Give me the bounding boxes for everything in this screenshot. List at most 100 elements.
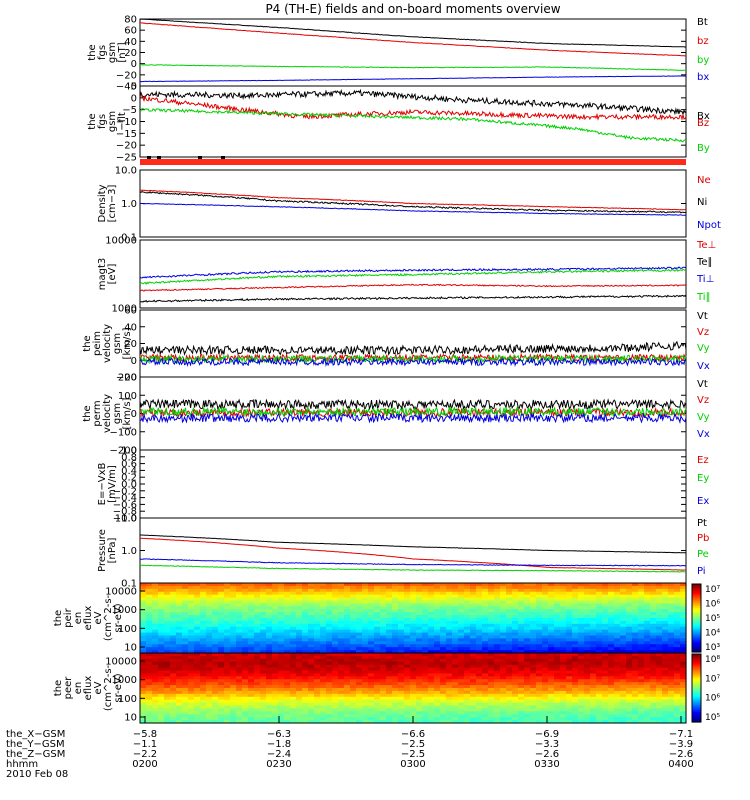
spectrogram-cell — [410, 609, 417, 613]
spectrogram-cell — [638, 693, 645, 698]
spectrogram-cell — [272, 702, 279, 707]
spectrogram-cell — [530, 632, 537, 637]
spectrogram-cell — [344, 688, 351, 692]
spectrogram-cell — [224, 682, 231, 686]
spectrogram-cell — [242, 632, 249, 637]
spectrogram-cell — [338, 717, 345, 721]
spectrogram-cell — [632, 667, 639, 672]
spectrogram-cell — [602, 629, 609, 634]
spectrogram-cell — [248, 629, 255, 634]
spectrogram-cell — [182, 644, 189, 648]
spectrogram-cell — [416, 670, 423, 675]
spectrogram-cell — [146, 705, 153, 710]
spectrogram-cell — [194, 693, 201, 698]
spectrogram-cell — [356, 661, 363, 666]
spectrogram-cell — [626, 714, 633, 718]
spectrogram-cell — [152, 597, 159, 602]
spectrogram-cell — [416, 629, 423, 634]
spectrogram-cell — [188, 664, 195, 669]
spectrogram-cell — [212, 685, 219, 689]
spectrogram-cell — [536, 609, 543, 613]
spectrogram-cell — [248, 635, 255, 640]
spectrogram-cell — [530, 612, 537, 616]
spectrogram-cell — [680, 673, 687, 677]
spectrogram-cell — [620, 705, 627, 710]
spectrogram-cell — [248, 594, 255, 599]
y-tick-label: 0.2 — [121, 473, 137, 484]
spectrogram-cell — [224, 699, 231, 704]
spectrogram-cell — [578, 688, 585, 692]
spectrogram-cell — [416, 690, 423, 695]
spectrogram-cell — [404, 597, 411, 602]
spectrogram-cell — [290, 626, 297, 631]
spectrogram-cell — [572, 676, 579, 680]
spectrogram-cell — [482, 711, 489, 715]
spectrogram-cell — [452, 679, 459, 683]
spectrogram-cell — [626, 667, 633, 672]
spectrogram-cell — [536, 623, 543, 628]
spectrogram-cell — [236, 667, 243, 672]
spectrogram-cell — [410, 615, 417, 619]
spectrogram-cell — [458, 588, 465, 593]
spectrogram-cell — [392, 647, 399, 651]
spectrogram-cell — [320, 650, 327, 654]
spectrogram-cell — [182, 597, 189, 602]
spectrogram-cell — [488, 653, 495, 657]
spectrogram-cell — [374, 720, 381, 724]
spectrogram-cell — [368, 676, 375, 680]
spectrogram-cell — [644, 647, 651, 651]
spectrogram-cell — [344, 679, 351, 683]
colorbar-cell — [692, 662, 701, 665]
spectrogram-cell — [278, 690, 285, 695]
spectrogram-cell — [320, 688, 327, 692]
spectrogram-cell — [644, 708, 651, 712]
spectrogram-cell — [170, 591, 177, 596]
spectrogram-cell — [236, 588, 243, 593]
spectrogram-cell — [230, 591, 237, 596]
spectrogram-cell — [374, 650, 381, 654]
spectrogram-cell — [626, 720, 633, 724]
spectrogram-cell — [296, 615, 303, 619]
spectrogram-cell — [626, 664, 633, 669]
spectrogram-cell — [500, 594, 507, 599]
spectrogram-cell — [638, 635, 645, 640]
spectrogram-cell — [212, 609, 219, 613]
spectrogram-cell — [302, 658, 309, 663]
spectrogram-cell — [206, 685, 213, 689]
spectrogram-cell — [404, 670, 411, 675]
spectrogram-cell — [536, 594, 543, 599]
spectrogram-cell — [560, 658, 567, 663]
spectrogram-cell — [506, 629, 513, 634]
colorbar-cell — [692, 706, 701, 709]
spectrogram-cell — [332, 679, 339, 683]
spectrogram-cell — [398, 618, 405, 622]
spectrogram-cell — [290, 583, 297, 587]
spectrogram-cell — [278, 609, 285, 613]
spectrogram-cell — [194, 618, 201, 622]
spectrogram-cell — [278, 588, 285, 593]
spectrogram-cell — [386, 606, 393, 610]
spectrogram-cell — [140, 585, 147, 590]
spectrogram-cell — [626, 591, 633, 596]
spectrogram-cell — [650, 650, 657, 654]
spectrogram-cell — [200, 667, 207, 672]
spectrogram-cell — [254, 620, 261, 625]
spectrogram-cell — [440, 688, 447, 692]
spectrogram-cell — [272, 597, 279, 602]
spectrogram-cell — [290, 690, 297, 695]
spectrogram-cell — [530, 693, 537, 698]
spectrogram-cell — [356, 673, 363, 677]
spectrogram-cell — [554, 615, 561, 619]
spectrogram-cell — [194, 585, 201, 590]
spectrogram-cell — [494, 606, 501, 610]
y-tick-label: −40 — [116, 82, 137, 93]
spectrogram-cell — [302, 705, 309, 710]
spectrogram-cell — [236, 717, 243, 721]
spectrogram-cell — [296, 673, 303, 677]
spectrogram-cell — [146, 696, 153, 701]
spectrogram-cell — [428, 714, 435, 718]
spectrogram-cell — [560, 682, 567, 686]
spectrogram-cell — [326, 702, 333, 707]
spectrogram-cell — [548, 626, 555, 631]
spectrogram-cell — [596, 702, 603, 707]
